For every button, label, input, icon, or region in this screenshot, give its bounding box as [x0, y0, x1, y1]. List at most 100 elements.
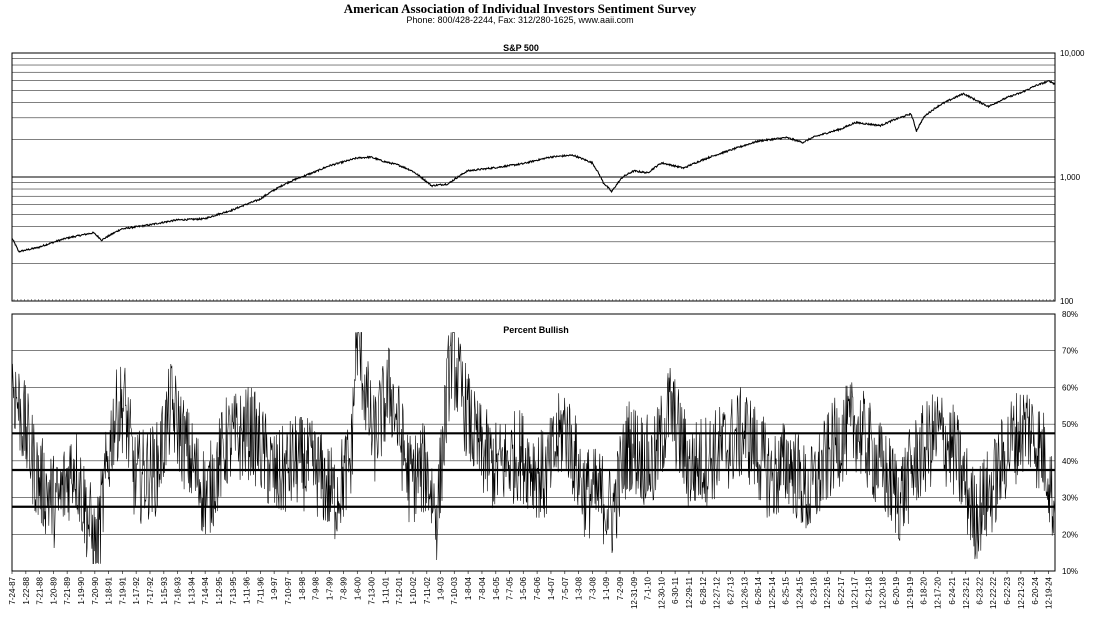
bullish-x-tick-label: 1-1-09: [602, 576, 611, 600]
bullish-x-tick-label: 7-11-02: [423, 576, 432, 604]
bullish-x-tick-label: 1-8-98: [298, 576, 307, 600]
bullish-x-tick-label: 12-26-13: [740, 576, 749, 609]
bullish-x-tick-label: 1-22-88: [22, 576, 31, 604]
bullish-x-tick-label: 7-24-87: [8, 576, 17, 604]
bullish-x-tick-label: 7-13-95: [229, 576, 238, 604]
bullish-x-tick-label: 12-22-22: [989, 576, 998, 609]
bullish-x-tick-label: 6-18-20: [920, 576, 929, 604]
bullish-x-tick-label: 1-11-96: [243, 576, 252, 604]
bullish-x-tick-label: 1-6-00: [353, 576, 362, 600]
bullish-x-tick-label: 7-1-10: [644, 576, 653, 600]
bullish-x-tick-label: 6-21-18: [865, 576, 874, 604]
sp500-panel: 10,000 1,000 100 S&P 500: [11, 43, 1085, 306]
bullish-x-tick-label: 1-9-97: [270, 576, 279, 600]
sp500-y-tick-label: 10,000: [1060, 49, 1085, 58]
bullish-title: Percent Bullish: [503, 325, 569, 335]
bullish-x-tick-label: 12-31-09: [630, 576, 639, 609]
bullish-x-tick-label: 12-22-16: [823, 576, 832, 609]
bullish-x-tick-label: 1-6-05: [492, 576, 501, 600]
bullish-x-tick-label: 12-23-21: [962, 576, 971, 609]
bullish-y-tick-label: 70%: [1062, 347, 1078, 356]
bullish-x-tick-label: 6-26-14: [754, 576, 763, 604]
bullish-x-tick-label: 6-27-13: [727, 576, 736, 604]
bullish-x-tick-label: 1-10-02: [409, 576, 418, 604]
bullish-x-tick-label: 12-21-17: [851, 576, 860, 609]
sp500-gridlines: [12, 58, 1055, 264]
bullish-x-tick-label: 7-20-90: [91, 576, 100, 604]
bullish-x-tick-label: 7-17-92: [146, 576, 155, 604]
bullish-x-tick-label: 6-25-15: [782, 576, 791, 604]
sp500-series-line: [11, 79, 1056, 253]
bullish-x-tick-label: 12-29-11: [685, 576, 694, 608]
sp500-title: S&P 500: [503, 43, 539, 53]
sp500-y-tick-label: 1,000: [1060, 173, 1081, 182]
bullish-x-tick-label: 1-11-01: [381, 576, 390, 604]
bullish-x-tick-label: 7-8-04: [478, 576, 487, 600]
bullish-y-tick-label: 50%: [1062, 420, 1078, 429]
bullish-x-tick-label: 1-12-95: [215, 576, 224, 604]
bullish-y-tick-label: 10%: [1062, 567, 1078, 576]
bullish-x-tick-label: 7-21-89: [63, 576, 72, 604]
bullish-x-tick-label: 1-4-07: [547, 576, 556, 600]
bullish-y-axis: 80% 70% 60% 50% 40% 30% 20% 10%: [1062, 310, 1078, 576]
bullish-x-tick-label: 1-15-93: [160, 576, 169, 604]
bullish-x-tick-label: 7-8-99: [339, 576, 348, 600]
bullish-x-tick-label: 7-16-93: [174, 576, 183, 604]
bullish-x-tick-label: 6-20-24: [1031, 576, 1040, 604]
bullish-x-tick-label: 7-5-07: [561, 576, 570, 600]
bullish-x-tick-label: 1-9-03: [436, 576, 445, 600]
bullish-series-line: [11, 332, 1056, 564]
bullish-x-tick-label: 6-22-23: [1003, 576, 1012, 604]
bullish-x-tick-label: 6-22-17: [837, 576, 846, 604]
bullish-x-tick-label: 7-6-06: [533, 576, 542, 600]
bullish-x-tick-label: 12-25-14: [768, 576, 777, 609]
bullish-y-tick-label: 80%: [1062, 310, 1078, 319]
survey-title: American Association of Individual Inves…: [343, 1, 697, 16]
bullish-x-tick-label: 12-17-20: [934, 576, 943, 609]
bullish-x-tick-label: 1-7-99: [326, 576, 335, 600]
bullish-x-tick-label: 7-9-98: [312, 576, 321, 600]
bullish-x-tick-label: 12-30-10: [658, 576, 667, 609]
bullish-x-tick-label: 6-30-11: [671, 576, 680, 604]
bullish-x-tick-label: 7-19-91: [119, 576, 128, 604]
bullish-x-tick-label: 1-8-04: [464, 576, 473, 600]
bullish-x-tick-label: 7-11-96: [257, 576, 266, 604]
bullish-x-tick-label: 7-3-08: [589, 576, 598, 600]
bullish-x-tick-label: 1-5-06: [519, 576, 528, 600]
bullish-x-tick-label: 1-18-91: [105, 576, 114, 604]
bullish-x-tick-label: 1-20-89: [49, 576, 58, 604]
bullish-x-tick-label: 6-23-22: [975, 576, 984, 604]
bullish-x-tick-label: 1-3-08: [575, 576, 584, 600]
bullish-x-tick-label: 12-20-18: [878, 576, 887, 609]
bullish-x-tick-label: 1-17-92: [132, 576, 141, 604]
bullish-x-tick-label: 6-24-21: [948, 576, 957, 604]
sp500-y-axis: 10,000 1,000 100: [1060, 49, 1085, 306]
bullish-y-tick-label: 20%: [1062, 530, 1078, 539]
bullish-x-tick-label: 12-24-15: [796, 576, 805, 609]
bullish-x-tick-label: 7-12-01: [395, 576, 404, 604]
bullish-x-tick-label: 1-13-94: [187, 576, 196, 604]
bullish-x-tick-label: 1-19-90: [77, 576, 86, 604]
bullish-y-tick-label: 60%: [1062, 383, 1078, 392]
bullish-x-tick-label: 7-14-94: [201, 576, 210, 604]
bullish-x-tick-label: 7-10-03: [450, 576, 459, 604]
bullish-panel: 80% 70% 60% 50% 40% 30% 20% 10% Percent Bullish…: [8, 310, 1078, 609]
bullish-x-tick-label: 6-23-16: [809, 576, 818, 604]
bullish-x-tick-label: 7-13-00: [367, 576, 376, 604]
bullish-x-tick-label: 7-10-97: [284, 576, 293, 604]
sp500-y-tick-label: 100: [1060, 297, 1074, 306]
bullish-x-axis: 7-24-87 1-22-88 7-21-88 1-20-89 7-21-89 1-19-…: [8, 571, 1054, 609]
bullish-x-tick-label: 12-19-19: [906, 576, 915, 609]
sp500-x-minor-ticks: [13, 299, 1054, 301]
bullish-x-tick-label: 7-7-05: [505, 576, 514, 600]
bullish-x-tick-label: 12-19-24: [1045, 576, 1054, 609]
bullish-x-tick-label: 6-28-12: [699, 576, 708, 604]
contact-line: Phone: 800/428-2244, Fax: 312/280-1625, …: [406, 15, 634, 25]
bullish-y-tick-label: 40%: [1062, 457, 1078, 466]
bullish-x-tick-label: 7-2-09: [616, 576, 625, 600]
bullish-y-tick-label: 30%: [1062, 494, 1078, 503]
bullish-x-tick-label: 7-21-88: [35, 576, 44, 604]
bullish-x-tick-label: 12-27-12: [713, 576, 722, 609]
bullish-x-tick-label: 6-20-19: [892, 576, 901, 604]
